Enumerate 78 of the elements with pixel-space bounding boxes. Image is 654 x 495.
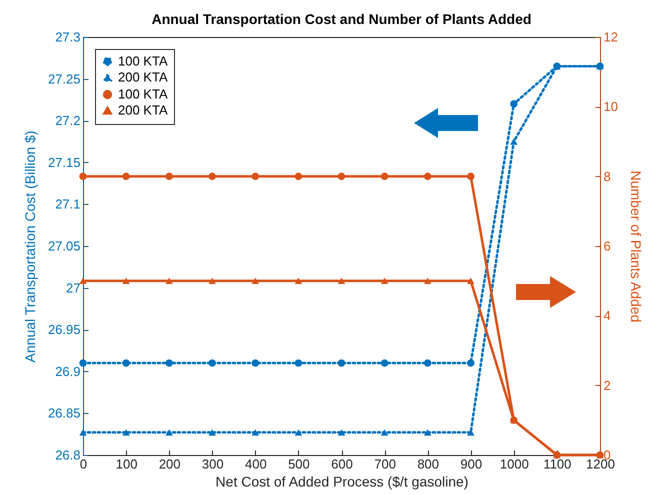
point bbox=[510, 138, 518, 145]
point bbox=[338, 359, 346, 367]
y-tick-label: 27.25 bbox=[48, 71, 80, 86]
legend-label: 100 KTA bbox=[118, 54, 168, 68]
point bbox=[467, 278, 474, 284]
x-tick-label: 800 bbox=[417, 456, 440, 472]
point bbox=[79, 278, 87, 284]
point bbox=[424, 429, 432, 436]
y-tick-label: 26.95 bbox=[48, 322, 80, 338]
point bbox=[122, 172, 130, 180]
y-tick-label: 27.2 bbox=[55, 113, 80, 128]
point bbox=[122, 278, 130, 284]
legend-label: 200 KTA bbox=[118, 70, 168, 84]
point bbox=[208, 359, 216, 367]
y2-tick-label: 4 bbox=[604, 308, 611, 324]
x-tick-label: 1100 bbox=[543, 456, 572, 472]
y-tick-label: 27.05 bbox=[48, 238, 80, 254]
point bbox=[467, 359, 474, 367]
y-tick-label: 26.9 bbox=[55, 364, 80, 379]
point bbox=[294, 359, 302, 367]
y-tick-label: 27.15 bbox=[48, 154, 80, 170]
y2-tick-label: 2 bbox=[604, 378, 611, 393]
y2-tick-label: 8 bbox=[604, 168, 611, 184]
chart-title: Annual Transportation Cost and Number of Plants Added bbox=[152, 11, 532, 27]
point bbox=[165, 278, 173, 284]
point bbox=[380, 359, 388, 367]
x-tick-label: 400 bbox=[244, 456, 267, 472]
point bbox=[252, 172, 260, 180]
point bbox=[79, 172, 87, 180]
point bbox=[252, 278, 260, 284]
point bbox=[380, 278, 388, 284]
point bbox=[165, 172, 173, 180]
y-axis-title: Annual Transportation Cost (Billion $) bbox=[22, 130, 38, 362]
point bbox=[338, 278, 346, 284]
x-tick-label: 700 bbox=[374, 456, 396, 472]
point bbox=[165, 429, 173, 436]
x-tick-label: 100 bbox=[116, 456, 138, 472]
x-tick-label: 500 bbox=[288, 456, 310, 472]
point bbox=[79, 359, 87, 367]
point bbox=[252, 359, 260, 367]
point bbox=[79, 429, 87, 436]
point bbox=[380, 429, 388, 436]
point bbox=[424, 172, 432, 180]
x-tick-label: 900 bbox=[460, 456, 482, 472]
point bbox=[294, 429, 302, 436]
y2-tick-label: 6 bbox=[604, 238, 611, 254]
y2-axis-title: Number of Plants Added bbox=[628, 170, 644, 322]
point bbox=[122, 359, 130, 367]
point bbox=[424, 359, 432, 367]
point bbox=[165, 359, 173, 367]
point bbox=[338, 429, 346, 436]
point bbox=[122, 429, 130, 436]
point bbox=[208, 278, 216, 284]
point bbox=[208, 172, 216, 180]
point bbox=[510, 100, 518, 108]
x-tick-label: 600 bbox=[331, 456, 353, 472]
point bbox=[467, 172, 474, 180]
legend-label: 200 KTA bbox=[118, 102, 168, 118]
y-tick-label: 27.1 bbox=[55, 196, 80, 212]
y-tick-label: 27 bbox=[66, 280, 80, 296]
x-tick-label: 1000 bbox=[500, 456, 529, 472]
point bbox=[338, 172, 346, 180]
y2-tick-label: 10 bbox=[604, 99, 618, 114]
point bbox=[380, 172, 388, 180]
x-tick-label: 0 bbox=[80, 456, 88, 472]
point bbox=[424, 278, 432, 284]
point bbox=[208, 429, 216, 436]
point bbox=[294, 278, 302, 284]
point bbox=[294, 172, 302, 180]
y2-tick-label: 12 bbox=[604, 30, 618, 44]
x-tick-label: 300 bbox=[202, 456, 224, 472]
y-tick-label: 26.8 bbox=[55, 448, 80, 462]
y-tick-label: 27.3 bbox=[55, 30, 80, 44]
y-tick-label: 26.85 bbox=[48, 406, 80, 421]
legend-label: 100 KTA bbox=[118, 86, 168, 102]
x-tick-label: 200 bbox=[158, 456, 181, 472]
point bbox=[252, 429, 260, 436]
x-axis-title: Net Cost of Added Process ($/t gasoline) bbox=[216, 474, 468, 490]
